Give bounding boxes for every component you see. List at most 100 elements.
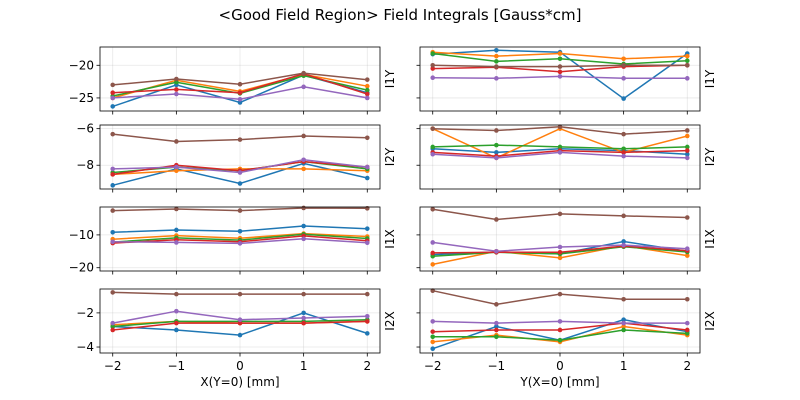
data-point bbox=[301, 310, 306, 316]
data-point bbox=[494, 150, 499, 155]
data-point bbox=[684, 128, 690, 133]
y-tick-label: −10 bbox=[69, 228, 94, 242]
data-point bbox=[110, 229, 116, 235]
y-tick-label: −2 bbox=[76, 306, 94, 320]
data-point bbox=[557, 51, 563, 56]
data-point bbox=[174, 91, 179, 97]
data-point bbox=[364, 135, 370, 141]
data-point bbox=[301, 133, 306, 139]
data-point bbox=[557, 74, 563, 79]
data-point bbox=[237, 137, 243, 142]
data-point bbox=[621, 213, 626, 219]
data-point bbox=[174, 227, 179, 233]
data-point bbox=[364, 77, 370, 82]
data-point bbox=[621, 296, 626, 302]
data-point bbox=[174, 327, 179, 333]
data-point bbox=[557, 255, 563, 261]
panel-I1X-x: −10 −20 I1X bbox=[69, 205, 397, 275]
x-tick-label: 1 bbox=[620, 359, 628, 373]
data-point bbox=[364, 291, 370, 297]
data-point bbox=[174, 79, 179, 85]
y-axis-label: I1Y bbox=[383, 69, 397, 88]
data-point bbox=[494, 249, 499, 254]
data-point bbox=[684, 58, 690, 64]
data-point bbox=[430, 288, 436, 294]
data-point bbox=[557, 124, 563, 130]
data-point bbox=[684, 62, 690, 68]
data-point bbox=[237, 100, 243, 105]
data-point bbox=[557, 319, 563, 324]
data-point bbox=[301, 166, 306, 172]
data-point bbox=[557, 64, 563, 69]
y-axis-label: I2X bbox=[703, 311, 717, 330]
data-point bbox=[237, 291, 243, 297]
data-point bbox=[494, 155, 499, 161]
data-point bbox=[430, 339, 436, 345]
data-point bbox=[684, 296, 690, 302]
y-axis-label: I1X bbox=[383, 229, 397, 248]
data-point bbox=[364, 87, 370, 93]
y-tick-label: −4 bbox=[76, 340, 94, 354]
data-point bbox=[684, 253, 690, 258]
data-point bbox=[557, 249, 563, 255]
data-point bbox=[237, 170, 243, 175]
data-point bbox=[430, 346, 436, 352]
data-point bbox=[237, 81, 243, 87]
data-point bbox=[494, 142, 499, 148]
data-point bbox=[557, 244, 563, 250]
data-point bbox=[684, 76, 690, 81]
panel-I1Y-x: −20 −25 I1Y bbox=[69, 46, 397, 115]
data-point bbox=[237, 320, 243, 326]
data-point bbox=[174, 308, 179, 314]
data-point bbox=[301, 157, 306, 163]
y-axis-label: I1Y bbox=[703, 69, 717, 88]
data-point bbox=[110, 172, 116, 177]
data-point bbox=[364, 319, 370, 324]
x-tick-label: 0 bbox=[556, 359, 564, 373]
data-point bbox=[494, 217, 499, 222]
data-point bbox=[494, 327, 499, 333]
y-tick-label: −6 bbox=[76, 122, 94, 136]
data-point bbox=[684, 327, 690, 333]
panel-I1Y-y: I1Y bbox=[416, 46, 717, 115]
data-point bbox=[430, 334, 436, 340]
data-point bbox=[684, 246, 690, 251]
data-point bbox=[174, 291, 179, 297]
x-tick-label: −1 bbox=[168, 359, 186, 373]
panel-I1X-y: I1X bbox=[416, 206, 717, 275]
data-point bbox=[494, 64, 499, 69]
data-point bbox=[430, 206, 436, 212]
data-point bbox=[301, 70, 306, 76]
data-point bbox=[621, 146, 626, 152]
data-point bbox=[174, 76, 179, 82]
data-point bbox=[364, 175, 370, 181]
data-point bbox=[430, 126, 436, 131]
data-point bbox=[430, 66, 436, 71]
data-point bbox=[557, 291, 563, 297]
data-point bbox=[301, 84, 306, 90]
data-point bbox=[494, 53, 499, 59]
data-point bbox=[364, 95, 370, 101]
chart-title: <Good Field Region> Field Integrals [Gau… bbox=[219, 6, 582, 24]
data-point bbox=[301, 223, 306, 229]
x-tick-label: −1 bbox=[488, 359, 506, 373]
x-tick-label: 0 bbox=[236, 359, 244, 373]
data-point bbox=[684, 53, 690, 59]
data-point bbox=[110, 320, 116, 326]
data-point bbox=[684, 151, 690, 157]
y-tick-label: −8 bbox=[76, 158, 94, 172]
x-tick-label: −2 bbox=[424, 359, 442, 373]
data-point bbox=[621, 324, 626, 329]
data-point bbox=[364, 164, 370, 170]
x-tick-label: 1 bbox=[300, 359, 308, 373]
y-tick-label: −20 bbox=[69, 58, 94, 72]
data-point bbox=[494, 76, 499, 81]
data-point bbox=[430, 250, 436, 256]
y-axis-label: I1X bbox=[703, 229, 717, 248]
data-point bbox=[364, 91, 370, 97]
data-point bbox=[557, 69, 563, 75]
data-point bbox=[364, 83, 370, 89]
data-point bbox=[364, 226, 370, 231]
x-tick-label: 2 bbox=[363, 359, 371, 373]
data-point bbox=[621, 131, 626, 137]
